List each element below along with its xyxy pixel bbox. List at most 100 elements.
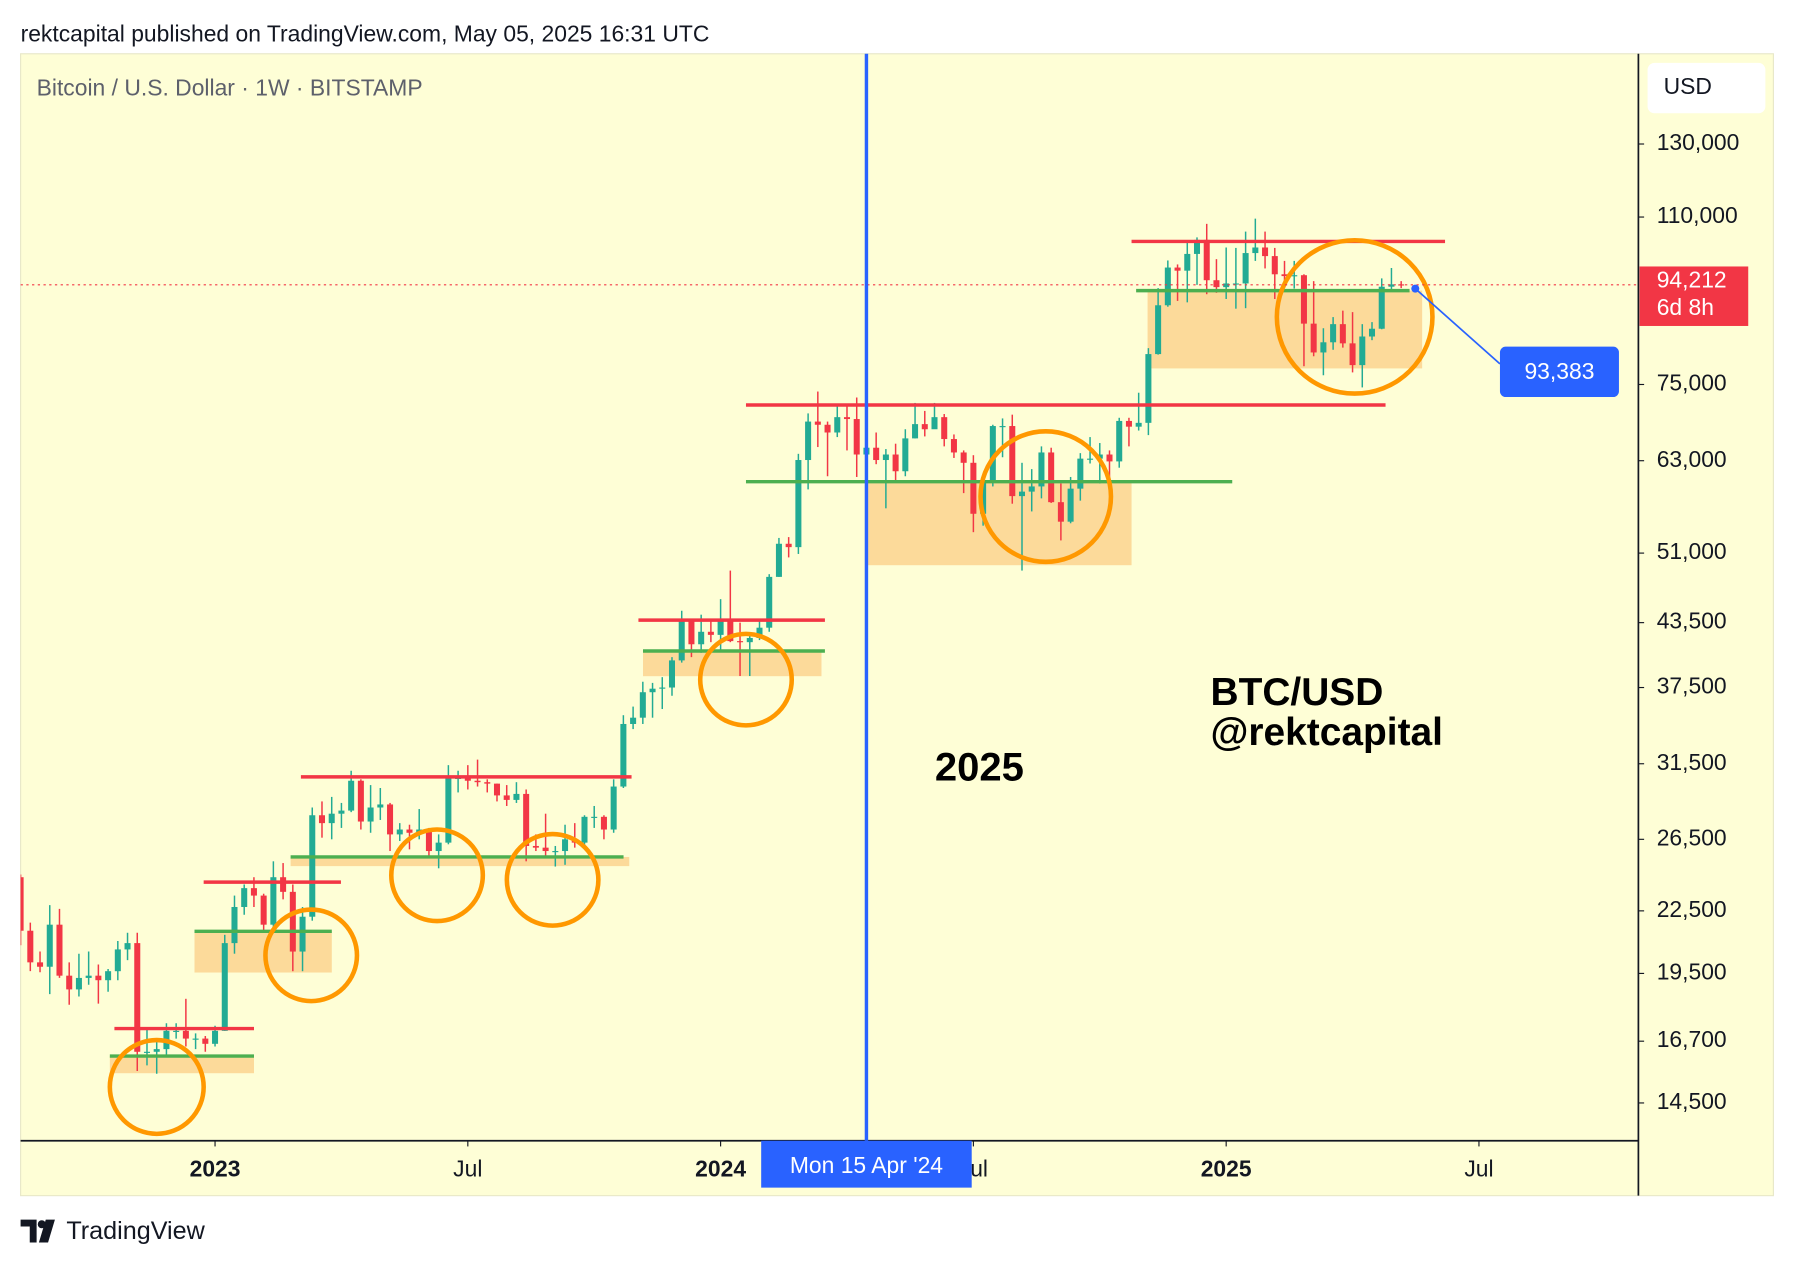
support-lines [109, 288, 1410, 1058]
candle-body [630, 717, 637, 724]
candle-body [688, 620, 695, 645]
candle-body [960, 452, 967, 463]
candle-body [814, 421, 821, 425]
support-zone [290, 856, 630, 867]
candle-body [659, 687, 666, 689]
candle-body [892, 454, 899, 472]
candle-body [1087, 458, 1094, 460]
x-tick-label: Jul [1464, 1156, 1493, 1182]
candle-body [562, 839, 569, 852]
candle-body [318, 815, 326, 824]
currency-button[interactable] [1647, 62, 1766, 114]
candle-body [1067, 488, 1074, 522]
candle-body [1388, 284, 1395, 287]
candle-body [1291, 275, 1298, 277]
candle-body [610, 786, 617, 830]
axes: 14,500 16,700 19,500 22,500 26,500 31,500 37,5… [190, 129, 1749, 1182]
candle-body [231, 906, 238, 944]
candle-body [299, 916, 306, 952]
highlight-circles [107, 237, 1435, 1137]
candle-body [824, 424, 831, 433]
candle-body [1300, 275, 1307, 324]
candle-body [717, 618, 724, 635]
candle-body [921, 424, 928, 430]
candle-body [1155, 305, 1162, 355]
candle-body [1125, 420, 1132, 427]
highlight-circle [697, 631, 795, 728]
candle-body [95, 975, 102, 981]
candle-body [775, 543, 782, 577]
candle-body [1271, 256, 1278, 275]
candle-body [260, 895, 267, 925]
candle-body [464, 777, 471, 781]
y-tick-label: 22,500 [1657, 896, 1727, 922]
candle-body [639, 692, 646, 718]
candle-body [493, 783, 501, 796]
highlight-circle [263, 907, 360, 1004]
candle-body [746, 637, 753, 643]
support-zone [194, 931, 332, 973]
y-tick-label: 31,500 [1657, 749, 1727, 775]
y-tick-label: 43,500 [1657, 608, 1727, 634]
candle-body [1310, 323, 1317, 353]
candle-body [756, 627, 763, 638]
candle-body [912, 424, 919, 439]
y-tick-label: 26,500 [1657, 824, 1727, 850]
annotation: BTC/USD [1210, 671, 1383, 714]
symbol-title: Bitcoin / U.S. Dollar · 1W · BITSTAMP [37, 74, 423, 100]
candle-body [834, 417, 841, 433]
candle-body [1242, 253, 1249, 284]
candle-body [153, 1049, 160, 1052]
callout-box [1499, 346, 1619, 398]
candle-body [241, 888, 248, 907]
candle-body [173, 1030, 180, 1032]
candle-body [1193, 239, 1201, 254]
candle-body [999, 426, 1006, 428]
highlight-circle [107, 1037, 206, 1137]
candle-body [348, 780, 355, 811]
candle-body [1368, 328, 1376, 337]
candle-body [212, 1030, 219, 1044]
candles [20, 218, 1405, 1074]
candle-body [1057, 502, 1064, 522]
candle-body [377, 804, 384, 808]
candle-body [435, 842, 442, 852]
candle-body [46, 924, 53, 967]
candle-body [600, 816, 607, 830]
publish-header: rektcapital published on TradingView.com… [21, 21, 710, 47]
candle-body [698, 631, 705, 645]
candle-body [980, 482, 987, 514]
candle-body [795, 460, 802, 548]
crosshair-box [761, 1140, 972, 1188]
candle-body [367, 807, 374, 822]
chart-background [20, 53, 1774, 1197]
candle-body [309, 815, 316, 917]
candle-body [1116, 420, 1123, 462]
candle-body [620, 723, 627, 787]
y-tick-label: 14,500 [1657, 1088, 1727, 1114]
candle-body [1330, 324, 1337, 343]
y-tick-label: 75,000 [1657, 370, 1727, 396]
zones [109, 290, 1423, 1074]
candle-body [289, 891, 296, 952]
candle-body [37, 962, 44, 967]
callout-point [1411, 284, 1420, 293]
candle-body [843, 417, 851, 420]
footer-brand: TradingView [66, 1217, 205, 1245]
candle-body [474, 780, 481, 783]
logo-dot [37, 1220, 46, 1229]
candle-body [649, 688, 656, 693]
candle-body [523, 793, 530, 846]
candle-body [20, 877, 24, 931]
candle-body [1203, 239, 1210, 281]
candle-body [882, 454, 889, 461]
highlight-circle [1274, 237, 1435, 396]
candle-body [513, 793, 520, 800]
candle-body [950, 439, 957, 453]
x-tick-label: 2024 [695, 1156, 746, 1182]
candle-body [581, 816, 588, 843]
y-tick-label: 19,500 [1657, 958, 1727, 984]
candle-body [143, 1051, 150, 1053]
